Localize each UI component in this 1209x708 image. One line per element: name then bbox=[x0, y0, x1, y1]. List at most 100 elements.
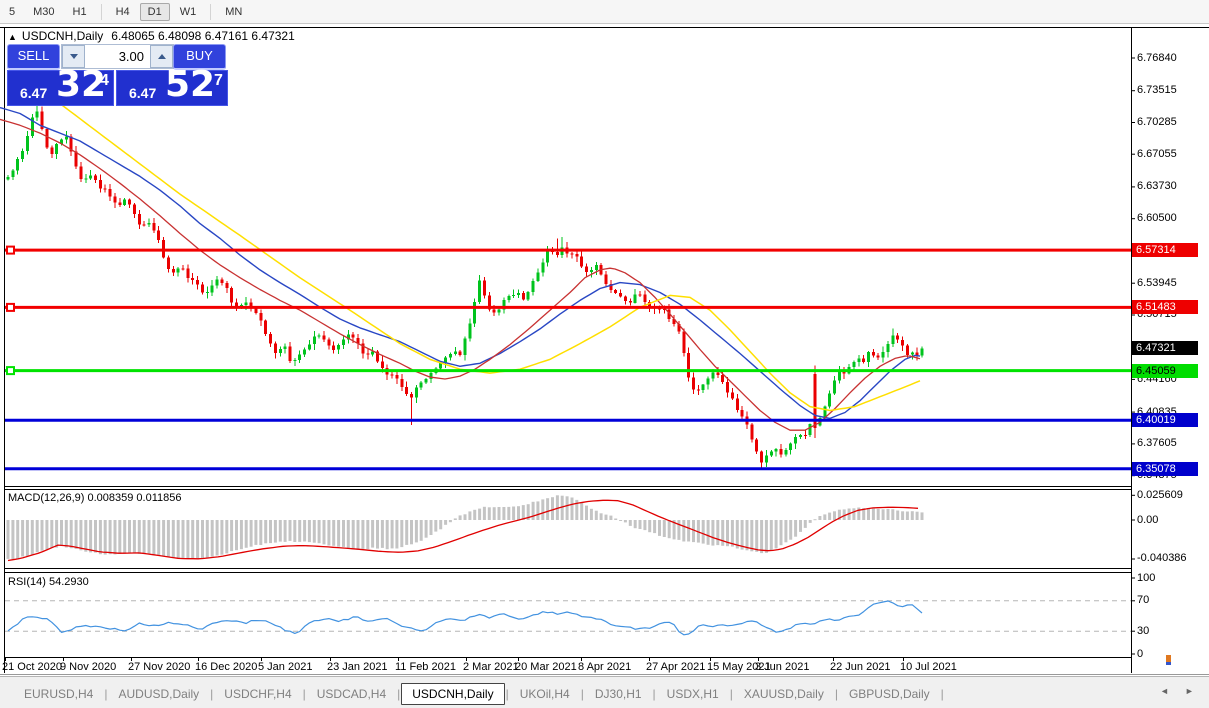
buy-price-sup: 7 bbox=[214, 72, 223, 89]
price-axis-label: 6.60500 bbox=[1137, 212, 1177, 225]
rsi-axis-label: 100 bbox=[1137, 571, 1156, 584]
price-axis-label: 6.76840 bbox=[1137, 51, 1177, 64]
tab-separator: | bbox=[580, 687, 584, 701]
lot-decrease-button[interactable] bbox=[62, 45, 85, 68]
arrow-up-icon bbox=[157, 54, 166, 59]
timeframe-button-W1[interactable]: W1 bbox=[179, 5, 197, 18]
date-label: 16 Dec 2020 bbox=[195, 661, 258, 673]
chart-tab-XAUUSD[interactable]: XAUUSD,Daily bbox=[743, 687, 824, 701]
lot-increase-button[interactable] bbox=[150, 45, 173, 68]
timeframe-toolbar: 5 M30 H1 H4 D1 W1 MN bbox=[0, 0, 1209, 24]
price-tag-6.51483[interactable]: 6.51483 bbox=[1132, 300, 1198, 315]
rsi-axis-label: 30 bbox=[1137, 624, 1150, 637]
sell-button[interactable]: SELL bbox=[7, 44, 60, 70]
buy-button[interactable]: BUY bbox=[173, 44, 226, 70]
timeframe-button-D1[interactable]: D1 bbox=[139, 2, 170, 21]
toolbar-separator bbox=[210, 3, 212, 20]
tab-scroll-right-icon[interactable]: ► bbox=[1184, 686, 1194, 696]
timeframe-button-M30[interactable]: M30 bbox=[33, 5, 55, 18]
date-label: 11 Feb 2021 bbox=[395, 661, 456, 673]
toolbar-separator bbox=[100, 3, 102, 20]
tab-scroll-arrows: ◄ ► bbox=[1160, 686, 1204, 696]
macd-signal-line bbox=[7, 499, 919, 562]
one-click-trading-panel: SELL BUY 6.47 32 4 6.47 52 7 bbox=[7, 44, 228, 106]
date-label: 22 Jun 2021 bbox=[830, 661, 891, 673]
line-marker-6.57314 bbox=[6, 245, 15, 255]
tab-separator: | bbox=[397, 687, 401, 701]
ma-blue-line bbox=[0, 106, 921, 420]
tab-separator: | bbox=[940, 687, 944, 701]
price-tag-6.40019[interactable]: 6.40019 bbox=[1132, 413, 1198, 428]
chart-tab-GBPUSD[interactable]: GBPUSD,Daily bbox=[848, 687, 930, 701]
date-label: 8 Apr 2021 bbox=[578, 661, 632, 673]
buy-price-prefix: 6.47 bbox=[129, 85, 157, 101]
tab-separator: | bbox=[834, 687, 838, 701]
lot-size-spinner bbox=[61, 44, 174, 69]
bottom-strip bbox=[0, 676, 1209, 708]
symbol-label: USDCNH,Daily bbox=[21, 29, 104, 43]
sell-price-display[interactable]: 6.47 32 4 bbox=[7, 64, 114, 106]
chart-title: ▲ USDCNH,Daily 6.48065 6.48098 6.47161 6.4… bbox=[8, 29, 295, 43]
date-label: 5 Jan 2021 bbox=[258, 661, 313, 673]
price-tag-6.35078[interactable]: 6.35078 bbox=[1132, 461, 1198, 476]
date-label: 9 Nov 2020 bbox=[60, 661, 117, 673]
chart-tab-USDCNH[interactable]: USDCNH,Daily bbox=[401, 683, 505, 705]
lot-size-input[interactable] bbox=[85, 45, 150, 68]
macd-axis-label: -0.040386 bbox=[1137, 552, 1187, 565]
rsi-axis-label: 0 bbox=[1137, 647, 1144, 660]
timeframe-button-H4[interactable]: H4 bbox=[115, 5, 130, 18]
timeframe-button-MN[interactable]: MN bbox=[225, 5, 243, 18]
sell-price-main: 32 bbox=[56, 64, 107, 105]
price-tag-6.57314[interactable]: 6.57314 bbox=[1132, 243, 1198, 258]
tab-separator: | bbox=[505, 687, 509, 701]
sell-price-sup: 4 bbox=[100, 72, 109, 89]
buy-price-main: 52 bbox=[165, 64, 216, 105]
collapse-triangle-icon[interactable]: ▲ bbox=[8, 32, 17, 42]
macd-axis-label: 0.025609 bbox=[1137, 488, 1183, 501]
line-marker-6.45059 bbox=[6, 366, 15, 376]
timeframe-button-5[interactable]: 5 bbox=[9, 5, 16, 18]
date-label: 3 Jun 2021 bbox=[755, 661, 810, 673]
ma-yellow-line bbox=[59, 103, 921, 412]
price-axis-label: 6.67055 bbox=[1137, 147, 1177, 160]
line-marker-6.51483 bbox=[6, 302, 15, 312]
timeframe-button-H1[interactable]: H1 bbox=[72, 5, 87, 18]
date-label: 20 Mar 2021 bbox=[515, 661, 577, 673]
tab-separator: | bbox=[210, 687, 214, 701]
price-axis-label: 6.73515 bbox=[1137, 84, 1177, 97]
price-axis-label: 6.70285 bbox=[1137, 115, 1177, 128]
tab-separator: | bbox=[652, 687, 656, 701]
rsi-indicator-label: RSI(14) 54.2930 bbox=[8, 576, 89, 588]
macd-indicator-label: MACD(12,26,9) 0.008359 0.011856 bbox=[8, 492, 182, 504]
date-label: 15 May 2021 bbox=[707, 661, 771, 673]
chart-tab-DJ30[interactable]: DJ30,H1 bbox=[594, 687, 642, 701]
chart-tab-USDCAD[interactable]: USDCAD,H4 bbox=[316, 687, 387, 701]
chart-tab-EURUSD[interactable]: EURUSD,H4 bbox=[24, 687, 94, 701]
buy-price-display[interactable]: 6.47 52 7 bbox=[116, 64, 228, 106]
chart-tab-AUDUSD[interactable]: AUDUSD,Daily bbox=[118, 687, 200, 701]
rsi-line bbox=[7, 600, 923, 636]
macd-axis-label: 0.00 bbox=[1137, 513, 1159, 526]
date-label: 27 Apr 2021 bbox=[646, 661, 706, 673]
chart-tab-USDCHF[interactable]: USDCHF,H4 bbox=[224, 687, 292, 701]
chart-tab-USDX[interactable]: USDX,H1 bbox=[666, 687, 719, 701]
date-label: 23 Jan 2021 bbox=[327, 661, 388, 673]
tab-separator: | bbox=[729, 687, 733, 701]
date-label: 27 Nov 2020 bbox=[128, 661, 191, 673]
price-tag-6.47321[interactable]: 6.47321 bbox=[1132, 341, 1198, 356]
date-label: 2 Mar 2021 bbox=[463, 661, 519, 673]
price-axis-label: 6.37605 bbox=[1137, 437, 1177, 450]
ma-red-line bbox=[0, 118, 921, 431]
rsi-axis-label: 70 bbox=[1137, 594, 1150, 607]
candles-layer bbox=[6, 102, 924, 469]
sell-price-prefix: 6.47 bbox=[20, 85, 48, 101]
date-label: 10 Jul 2021 bbox=[900, 661, 957, 673]
arrow-down-icon bbox=[69, 54, 78, 59]
date-label: 21 Oct 2020 bbox=[2, 661, 62, 673]
chart-tab-UKOil[interactable]: UKOil,H4 bbox=[519, 687, 570, 701]
axis-marker-icon bbox=[1166, 655, 1171, 665]
tab-scroll-left-icon[interactable]: ◄ bbox=[1160, 686, 1169, 696]
tab-separator: | bbox=[302, 687, 306, 701]
price-tag-6.45059[interactable]: 6.45059 bbox=[1132, 363, 1198, 378]
